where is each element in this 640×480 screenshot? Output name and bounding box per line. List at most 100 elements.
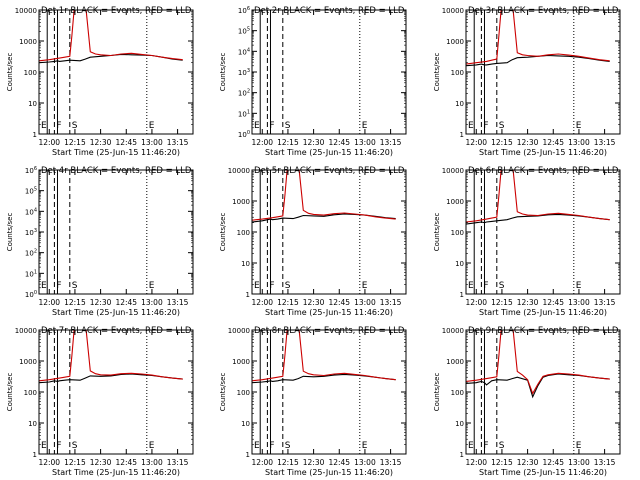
y-tick-label: 100: [25, 290, 37, 299]
x-axis-label: Start Time (25-Jun-15 11:46:20): [265, 468, 393, 477]
y-tick-label: 10: [455, 100, 464, 108]
y-tick-label: 1: [246, 291, 250, 299]
x-tick-label: 12:45: [542, 138, 564, 147]
x-tick-label: 12:30: [303, 458, 325, 467]
event-marker-label: F: [56, 121, 61, 131]
x-tick-label: 12:30: [90, 298, 112, 307]
x-tick-label: 13:00: [354, 298, 376, 307]
event-marker-label: F: [483, 121, 488, 131]
event-marker-label: S: [285, 441, 291, 451]
event-marker-label: S: [72, 441, 78, 451]
y-tick-label: 105: [238, 27, 250, 36]
y-tick-label: 1000: [19, 38, 37, 46]
x-tick-label: 13:15: [594, 138, 616, 147]
x-tick-label: 12:30: [517, 138, 539, 147]
x-tick-label: 13:15: [380, 298, 402, 307]
event-marker-label: S: [72, 121, 78, 131]
x-tick-label: 13:15: [167, 298, 189, 307]
event-marker-label: E: [362, 281, 368, 291]
x-tick-label: 12:15: [64, 138, 86, 147]
x-tick-label: 12:30: [90, 458, 112, 467]
x-tick-label: 12:00: [38, 138, 60, 147]
y-tick-label: 10000: [442, 7, 464, 15]
y-tick-label: 10000: [228, 167, 250, 175]
y-tick-label: 104: [25, 207, 37, 216]
plot-frame: [251, 329, 407, 455]
x-tick-label: 13:15: [594, 298, 616, 307]
x-tick-label: 12:45: [328, 458, 350, 467]
event-marker-label: F: [483, 281, 488, 291]
y-tick-label: 106: [25, 166, 37, 175]
event-marker-label: E: [254, 281, 260, 291]
plot-frame: [251, 169, 407, 295]
y-tick-label: 10000: [442, 327, 464, 335]
y-tick-label: 1000: [19, 358, 37, 366]
event-marker-label: E: [468, 441, 474, 451]
plot-frame: [251, 9, 407, 135]
plot-title: Det 8r BLACK = Events, RED = LLD: [254, 326, 405, 336]
x-axis-label: Start Time (25-Jun-15 11:46:20): [52, 308, 180, 317]
y-tick-label: 10: [241, 260, 250, 268]
x-tick-label: 12:00: [38, 458, 60, 467]
event-marker-label: S: [499, 121, 505, 131]
y-tick-label: 1000: [232, 198, 250, 206]
event-marker-label: F: [56, 441, 61, 451]
x-tick-label: 12:45: [115, 458, 137, 467]
plot-title: Det 3r BLACK = Events, RED = LLD: [468, 6, 619, 16]
event-marker-label: S: [499, 281, 505, 291]
plot-frame: [465, 329, 621, 455]
x-tick-label: 13:00: [568, 298, 590, 307]
event-marker-label: F: [269, 281, 274, 291]
series-line-lld: [466, 330, 610, 395]
y-tick-label: 100: [451, 389, 464, 397]
event-marker-label: E: [362, 441, 368, 451]
x-tick-label: 13:00: [568, 458, 590, 467]
series-line-lld: [252, 170, 396, 221]
event-marker-label: E: [468, 121, 474, 131]
y-tick-label: 1000: [446, 38, 464, 46]
y-axis-label: Counts/sec: [219, 53, 227, 92]
event-marker-label: E: [576, 441, 582, 451]
x-axis-label: Start Time (25-Jun-15 11:46:20): [479, 148, 607, 157]
y-tick-label: 100: [451, 229, 464, 237]
plot-title: Det 5r BLACK = Events, RED = LLD: [254, 166, 405, 176]
x-axis-label: Start Time (25-Jun-15 11:46:20): [265, 308, 393, 317]
x-tick-label: 12:45: [115, 138, 137, 147]
plot-frame: [38, 169, 194, 295]
x-tick-label: 12:45: [328, 298, 350, 307]
x-tick-label: 13:00: [354, 138, 376, 147]
x-tick-label: 12:45: [542, 458, 564, 467]
event-marker-label: S: [285, 281, 291, 291]
y-tick-label: 10000: [15, 327, 37, 335]
event-marker-label: E: [41, 281, 47, 291]
x-tick-label: 13:00: [141, 298, 163, 307]
y-axis-label: Counts/sec: [6, 213, 14, 252]
y-tick-label: 101: [238, 109, 250, 118]
event-marker-label: E: [576, 121, 582, 131]
y-tick-label: 10000: [228, 327, 250, 335]
x-tick-label: 12:30: [303, 298, 325, 307]
x-tick-label: 12:15: [64, 298, 86, 307]
x-tick-label: 13:15: [594, 458, 616, 467]
y-axis-label: Counts/sec: [6, 53, 14, 92]
x-axis-label: Start Time (25-Jun-15 11:46:20): [479, 468, 607, 477]
event-marker-label: E: [149, 281, 155, 291]
event-marker-label: E: [362, 121, 368, 131]
x-tick-label: 12:00: [465, 138, 487, 147]
x-tick-label: 12:30: [517, 458, 539, 467]
plot-title: Det 9r BLACK = Events, RED = LLD: [468, 326, 619, 336]
y-axis-label: Counts/sec: [433, 373, 441, 412]
y-tick-label: 100: [238, 130, 250, 139]
event-marker-label: S: [285, 121, 291, 131]
y-axis-label: Counts/sec: [219, 373, 227, 412]
event-marker-label: E: [576, 281, 582, 291]
plot-title: Det 1r BLACK = Events, RED = LLD: [41, 6, 192, 16]
x-tick-label: 12:00: [38, 298, 60, 307]
plot-title: Det 6r BLACK = Events, RED = LLD: [468, 166, 619, 176]
y-tick-label: 1000: [446, 358, 464, 366]
